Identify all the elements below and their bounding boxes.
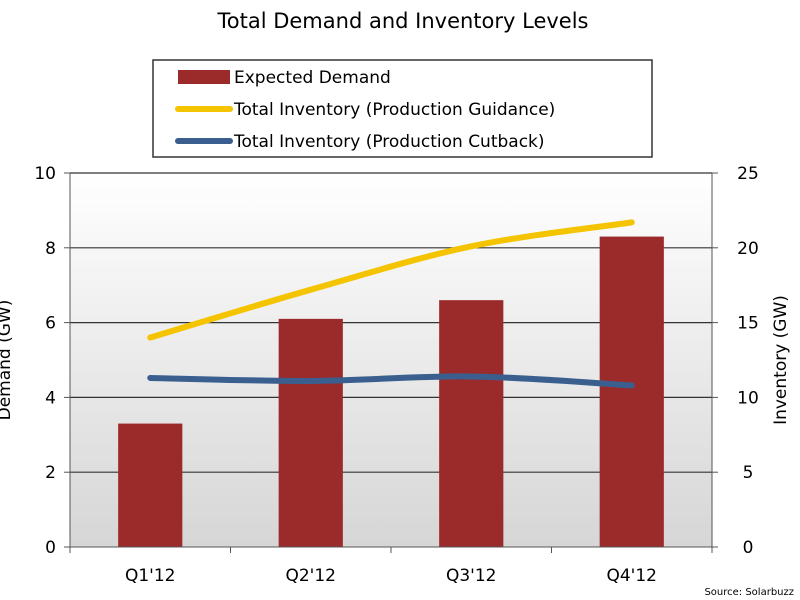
demand-bar [599,236,664,547]
left-tick-label: 10 [34,164,56,184]
demand-bar [118,423,183,547]
left-tick-label: 8 [45,239,56,259]
line-series [147,219,635,389]
legend-label-expected-demand: Expected Demand [234,68,391,88]
right-tick-label: 25 [737,164,759,184]
right-tick-label: 5 [743,463,754,483]
axis-ticks: 0 2 4 6 8 10 0 5 10 15 20 25 Q1'12 Q2'12 Q3'12 Q4'12 [34,164,758,586]
left-tick-label: 0 [45,538,56,558]
y-axis-left-label: Demand (GW) [0,300,15,421]
demand-bar [278,318,343,547]
demand-bar [439,300,504,547]
right-tick-label: 10 [737,388,759,408]
inventory-cutback-line [147,373,635,389]
bar-series [118,236,664,547]
x-tick-label: Q4'12 [606,566,657,586]
left-tick-label: 4 [45,388,56,408]
source-note: Source: Solarbuzz [704,587,794,598]
inventory-guidance-line [147,219,635,341]
y-axis-right-label: Inventory (GW) [771,295,791,425]
right-tick-label: 20 [737,239,759,259]
legend-label-production-cutback: Total Inventory (Production Cutback) [233,132,545,152]
x-tick-label: Q3'12 [446,566,497,586]
right-tick-label: 15 [737,314,759,334]
legend: Expected Demand Total Inventory (Product… [152,59,653,158]
chart-title: Total Demand and Inventory Levels [217,9,589,33]
left-tick-label: 2 [45,463,56,483]
left-tick-label: 6 [45,314,56,334]
legend-box [152,59,653,158]
right-tick-label: 0 [743,538,754,558]
legend-swatch-expected-demand [178,70,230,84]
x-tick-label: Q2'12 [285,566,336,586]
x-tick-label: Q1'12 [125,566,176,586]
legend-label-production-guidance: Total Inventory (Production Guidance) [233,100,555,120]
